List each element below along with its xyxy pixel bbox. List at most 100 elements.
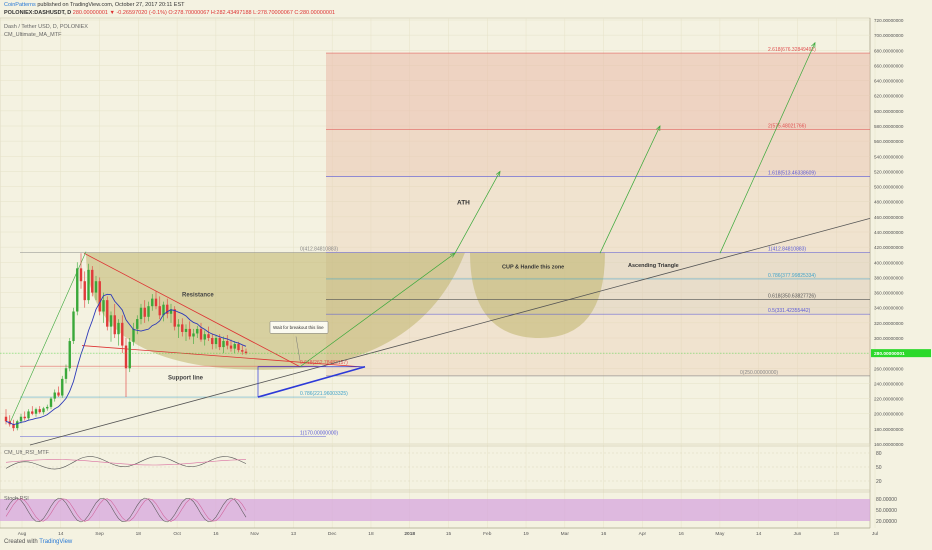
price-tick-label: 540.00000000 — [874, 154, 904, 159]
created-with-text: Created with — [4, 539, 38, 545]
fib-label: 0(250.00000000) — [740, 370, 778, 376]
candle-body — [143, 307, 146, 317]
rsi-axis-label: 80 — [876, 451, 882, 457]
published-text: published on TradingView.com, October 27… — [37, 2, 185, 8]
price-tick-label: 520.00000000 — [874, 169, 904, 174]
cup-shape-main — [86, 252, 465, 370]
arrow-head — [656, 125, 661, 132]
candle-body — [121, 322, 124, 346]
fib-label: 2.618(676.32849492) — [768, 47, 816, 53]
candle-body — [27, 411, 30, 419]
time-tick-label: 15 — [446, 531, 452, 537]
support-label: Support line — [168, 376, 204, 382]
price-tick-label: 720.00000000 — [874, 18, 904, 23]
candle-body — [199, 328, 203, 340]
stoch-k-line — [5, 497, 247, 523]
zone-band-mid — [326, 129, 870, 177]
candle-body — [154, 298, 158, 307]
candle-body — [188, 328, 191, 337]
stoch-axis-label: 50.00000 — [876, 508, 897, 514]
candle-body — [94, 281, 98, 293]
long-support-trendline — [29, 217, 871, 446]
price-tick-label: 180.00000000 — [874, 427, 904, 432]
author-link[interactable]: CoinPatterns — [4, 2, 36, 8]
price-tick-label: 560.00000000 — [874, 139, 904, 144]
time-tick-label: Aug — [18, 531, 27, 537]
candle-body — [109, 315, 113, 327]
time-tick-label: 16 — [678, 531, 684, 537]
candle-body — [68, 341, 71, 369]
candle-body — [38, 409, 41, 413]
candle-body — [192, 333, 195, 337]
arrow-head — [811, 41, 816, 48]
time-tick-label: 19 — [523, 531, 529, 537]
candle-body — [57, 392, 60, 396]
candle-body — [79, 268, 83, 282]
candle-body — [203, 334, 206, 340]
candle-body — [61, 378, 64, 396]
candle-body — [4, 416, 8, 422]
candle-body — [98, 281, 101, 312]
stoch-d-line — [5, 498, 247, 522]
callout-pointer — [295, 336, 301, 361]
candle-body — [34, 409, 38, 414]
fib-levels: 2.618(676.32849492) 2(575.48021766) 1.618(… — [20, 47, 870, 437]
price-tick-label: 460.00000000 — [874, 215, 904, 220]
resistance-label: Resistance — [182, 292, 214, 298]
price-tick-label: 640.00000000 — [874, 79, 904, 84]
ohlc-values: 280.00000001 ▼ -0.26597020 (-0.1%) O:278… — [72, 10, 336, 16]
time-tick-label: 14 — [756, 531, 762, 537]
fib-label-left: 0.786(221.96003325) — [300, 391, 348, 397]
fib-label: 0.5(331.42355442) — [768, 308, 811, 314]
tradingview-logo[interactable]: TradingView — [39, 539, 73, 545]
trend-lines — [9, 41, 871, 446]
resistance-trendline — [83, 252, 301, 368]
candle-body — [237, 344, 240, 351]
rsi-line — [5, 456, 247, 470]
candle-body — [173, 309, 176, 327]
time-tick-label: 18 — [834, 531, 840, 537]
candle-body — [158, 306, 161, 316]
time-tick-label: Jun — [794, 531, 802, 537]
fib-label-left: 1(170.00000000) — [300, 430, 338, 436]
candle-body — [31, 411, 34, 414]
candle-body — [53, 392, 56, 399]
rsi-axis-label: 50 — [876, 465, 882, 471]
time-tick-label: 16 — [601, 531, 607, 537]
time-tick-label: 18 — [136, 531, 142, 537]
candle-body — [229, 345, 233, 349]
time-tick-label: Feb — [483, 531, 492, 537]
price-tick-label: 700.00000000 — [874, 33, 904, 38]
candle-body — [42, 408, 45, 413]
price-tick-label: 320.00000000 — [874, 321, 904, 326]
fib-label-left: 0(412.84810883) — [300, 247, 338, 253]
price-tick-label: 240.00000000 — [874, 381, 904, 386]
price-tick-label: 380.00000000 — [874, 275, 904, 280]
time-tick-label: 13 — [291, 531, 297, 537]
cup-handle-label: CUP & Handle this zone — [502, 264, 564, 270]
current-price-badge — [871, 349, 931, 358]
fib-label: 1.618(513.46338609) — [768, 170, 816, 176]
indicator-line: CM_Ultimate_MA_MTF — [4, 32, 62, 38]
rsi-frame — [0, 445, 871, 491]
candle-body — [102, 300, 105, 312]
symbol-line: POLONIEX:DASHUSDT, D 280.00000001 ▼ -0.2… — [4, 10, 335, 16]
candle-body — [124, 345, 128, 369]
price-tick-label: 220.00000000 — [874, 397, 904, 402]
support-trendline — [81, 345, 361, 368]
rsi-title: CM_Ult_RSI_MTF — [4, 450, 50, 456]
stoch-band — [0, 499, 870, 521]
projection-arrow — [599, 125, 661, 254]
time-axis: Aug 14 Sep 18 Oct 16 Nov 13 Dec 18 2018 15 Feb 19 Mar 1… — [0, 527, 878, 537]
publish-line: CoinPatterns published on TradingView.co… — [4, 2, 185, 8]
stoch-title: Stoch RSI — [4, 496, 29, 502]
price-tick-label: 500.00000000 — [874, 185, 904, 190]
price-tick-label: 160.00000000 — [874, 442, 904, 447]
candle-body — [244, 351, 248, 354]
candle-body — [222, 341, 225, 348]
symbol: POLONIEX:DASHUSDT, D — [4, 10, 72, 16]
time-tick-label: 14 — [58, 531, 64, 537]
rsi-panel: CM_Ult_RSI_MTF 80 50 20 — [0, 445, 882, 491]
candle-body — [218, 338, 221, 348]
